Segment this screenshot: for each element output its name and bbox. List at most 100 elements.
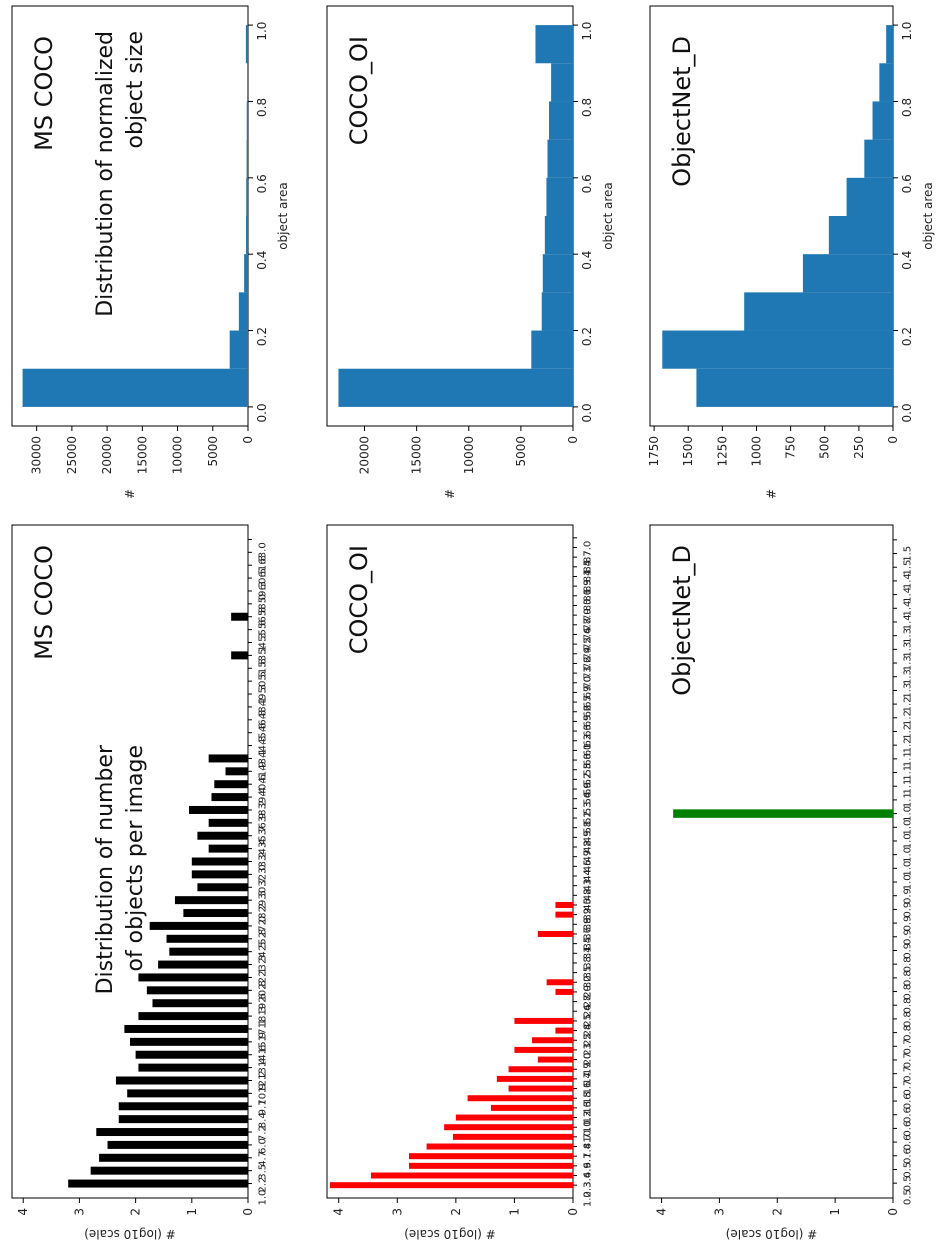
x-tick-label: 21.5 <box>583 1033 594 1055</box>
histogram-bar <box>246 177 248 216</box>
histogram-bar <box>531 330 573 369</box>
y-tick-label: 15000 <box>410 436 424 474</box>
x-tick-label: 65.2 <box>583 705 594 727</box>
y-tick-label: 15000 <box>135 436 149 474</box>
bar <box>225 767 248 776</box>
x-tick-label: 10.0 <box>583 1120 594 1142</box>
x-tick-label: 7.4 <box>583 1143 594 1159</box>
bar <box>455 1114 573 1121</box>
x-tick-label: 62.6 <box>583 724 594 746</box>
x-tick-label: 83.1 <box>583 570 594 592</box>
x-tick-label: 0.8 <box>903 970 914 986</box>
x-tick-label: 75.4 <box>583 628 594 650</box>
y-tick-label: 1250 <box>715 436 729 467</box>
bar <box>555 988 573 995</box>
x-tick-label: 27.0 <box>258 916 269 938</box>
x-tick-label: 1.0 <box>903 874 914 890</box>
x-tick-label: 51.8 <box>258 658 269 680</box>
x-tick-label: 53.6 <box>583 792 594 814</box>
y-tick-label: 1 <box>185 1208 199 1216</box>
bar <box>508 1085 573 1092</box>
chart-title: COCO_OI <box>345 545 373 654</box>
chart-title: ObjectNet_D <box>668 36 696 187</box>
chart-title: COCO_OI <box>345 36 373 145</box>
bar <box>491 1104 573 1111</box>
y-axis-label: # <box>765 489 779 499</box>
bar <box>444 1124 573 1131</box>
x-tick-label: 24.5 <box>258 942 269 964</box>
histogram-bar <box>245 25 248 64</box>
x-tick-label: 38.2 <box>583 908 594 930</box>
chart-title: MS COCO <box>30 545 58 660</box>
x-tick-label: 11.3 <box>583 1111 594 1133</box>
bar <box>514 1046 573 1053</box>
x-tick-label: 1.0 <box>903 806 914 822</box>
x-tick-label: 1.0 <box>580 22 594 41</box>
x-tick-label: 17.7 <box>583 1062 594 1084</box>
x-tick-label: 25.8 <box>258 929 269 951</box>
x-tick-label: 0.8 <box>903 998 914 1014</box>
x-tick-label: 3.6 <box>583 1172 594 1188</box>
x-tick-label: 1.4 <box>903 573 914 589</box>
x-tick-label: 22.8 <box>582 1024 593 1046</box>
bar <box>370 1172 573 1179</box>
x-tick-label: 13.4 <box>258 1058 269 1080</box>
x-tick-label: 14.6 <box>258 1045 269 1067</box>
bar <box>555 901 573 908</box>
x-tick-label: 40.8 <box>583 889 594 911</box>
x-tick-label: 0.7 <box>903 1039 914 1055</box>
x-tick-label: 1.0 <box>903 833 914 849</box>
x-tick-label: 48.5 <box>583 831 594 853</box>
x-tick-label: 46.8 <box>258 710 269 732</box>
x-tick-label: 63.0 <box>258 542 269 564</box>
x-tick-label: 50.5 <box>258 671 269 693</box>
bar <box>197 831 248 840</box>
histogram-bar <box>22 368 248 407</box>
histogram-bar <box>872 101 893 140</box>
x-tick-label: 28.0 <box>583 985 594 1007</box>
x-tick-label: 18.3 <box>258 1006 269 1028</box>
y-tick-label: 20000 <box>100 436 114 474</box>
x-tick-label: 54.3 <box>258 632 269 654</box>
histogram-bar <box>546 177 573 216</box>
x-tick-label: 31.8 <box>583 956 594 978</box>
x-tick-label: 49.8 <box>583 821 594 843</box>
histogram-bar <box>542 254 573 293</box>
x-tick-label: 42.1 <box>583 879 594 901</box>
x-tick-label: 34.4 <box>583 937 594 959</box>
x-tick-label: 1.1 <box>903 765 914 781</box>
y-tick-label: 20000 <box>358 436 372 474</box>
x-tick-label: 2.3 <box>583 1182 594 1198</box>
x-tick-label: 24.1 <box>583 1014 594 1036</box>
y-tick-label: 1 <box>828 1208 842 1216</box>
x-tick-label: 58.8 <box>583 753 594 775</box>
x-tick-label: 57.5 <box>583 763 594 785</box>
bar <box>555 1027 573 1034</box>
x-tick-label: 40.6 <box>258 774 269 796</box>
bar <box>90 1166 249 1175</box>
x-tick-label: 10.9 <box>258 1083 269 1105</box>
x-tick-label: 55.6 <box>258 620 269 642</box>
x-tick-label: 0.4 <box>900 251 914 270</box>
x-tick-label: 48.1 <box>258 697 269 719</box>
y-tick-label: 10000 <box>462 436 476 474</box>
bar <box>208 844 248 853</box>
y-tick-label: 3 <box>712 1208 726 1216</box>
histogram-bar <box>247 63 248 102</box>
x-tick-label: 69.0 <box>583 676 594 698</box>
x-tick-label: 44.3 <box>258 736 269 758</box>
y-tick-label: 2 <box>770 1208 784 1216</box>
x-tick-label: 63.9 <box>583 715 594 737</box>
x-tick-label: 0.0 <box>900 403 914 422</box>
histogram-bar <box>338 368 573 407</box>
x-tick-label: 1.1 <box>903 751 914 767</box>
x-tick-label: 0.6 <box>903 1093 914 1109</box>
x-tick-label: 58.0 <box>258 594 269 616</box>
bar <box>214 780 248 789</box>
y-tick-label: 1750 <box>647 436 661 467</box>
bar <box>158 960 248 969</box>
x-tick-label: 0.7 <box>903 1052 914 1068</box>
histogram-bar <box>802 254 893 293</box>
x-tick-label: 0.2 <box>255 327 269 346</box>
x-tick-label: 6.1 <box>583 1153 594 1169</box>
